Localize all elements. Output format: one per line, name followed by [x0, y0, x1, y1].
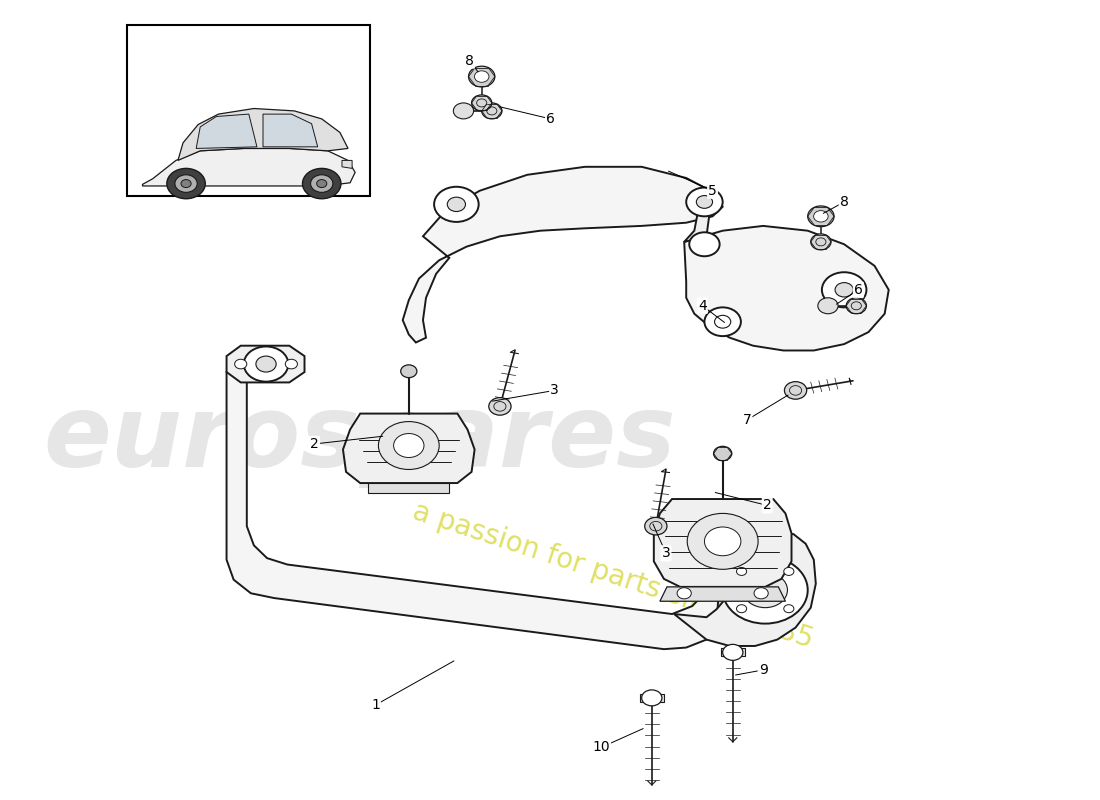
Polygon shape [263, 114, 318, 147]
Circle shape [811, 234, 830, 250]
Circle shape [317, 179, 327, 187]
Circle shape [784, 567, 794, 575]
Polygon shape [674, 532, 816, 646]
Text: 6: 6 [546, 112, 556, 126]
Text: 7: 7 [742, 413, 751, 427]
Circle shape [723, 557, 807, 624]
Circle shape [645, 518, 667, 535]
Circle shape [469, 66, 495, 87]
Polygon shape [403, 167, 723, 342]
Bar [128, 25, 371, 196]
Text: 3: 3 [550, 383, 559, 398]
Polygon shape [227, 346, 305, 382]
Circle shape [453, 103, 474, 119]
Circle shape [482, 103, 502, 119]
Polygon shape [653, 499, 792, 587]
Circle shape [822, 272, 867, 307]
Text: 3: 3 [661, 546, 670, 560]
Circle shape [182, 179, 191, 187]
Polygon shape [342, 161, 352, 169]
Circle shape [807, 206, 834, 226]
Circle shape [835, 282, 854, 297]
Circle shape [742, 573, 788, 608]
Circle shape [302, 169, 341, 198]
Text: 2: 2 [762, 498, 771, 513]
Circle shape [814, 210, 828, 222]
Circle shape [394, 434, 424, 458]
Circle shape [737, 567, 747, 575]
Circle shape [704, 307, 741, 336]
Circle shape [688, 514, 758, 570]
Polygon shape [368, 483, 449, 494]
Circle shape [690, 232, 719, 256]
Text: 6: 6 [854, 282, 862, 297]
Polygon shape [720, 648, 745, 656]
Circle shape [256, 356, 276, 372]
Circle shape [817, 298, 838, 314]
Polygon shape [684, 226, 889, 350]
Circle shape [686, 187, 723, 216]
Circle shape [678, 588, 691, 599]
Circle shape [784, 382, 806, 399]
Circle shape [474, 71, 488, 82]
Circle shape [846, 298, 867, 314]
Circle shape [310, 174, 333, 192]
Circle shape [234, 359, 246, 369]
Circle shape [175, 174, 197, 192]
Circle shape [448, 197, 465, 211]
Polygon shape [143, 149, 355, 186]
Text: 5: 5 [708, 184, 717, 198]
Circle shape [244, 346, 288, 382]
Circle shape [400, 365, 417, 378]
Polygon shape [343, 414, 474, 483]
Circle shape [434, 186, 478, 222]
Circle shape [755, 588, 768, 599]
Circle shape [704, 527, 741, 556]
Circle shape [488, 398, 512, 415]
Circle shape [723, 644, 743, 660]
Polygon shape [227, 372, 723, 649]
Polygon shape [178, 109, 348, 161]
Text: 10: 10 [593, 740, 611, 754]
Polygon shape [684, 188, 713, 242]
Circle shape [285, 359, 297, 369]
Text: 4: 4 [698, 298, 707, 313]
Text: 9: 9 [759, 663, 768, 677]
Circle shape [472, 95, 492, 111]
Polygon shape [660, 587, 785, 602]
Text: a passion for parts since 1985: a passion for parts since 1985 [409, 498, 817, 654]
Polygon shape [639, 694, 664, 702]
Circle shape [714, 446, 732, 461]
Circle shape [641, 690, 662, 706]
Text: 8: 8 [839, 195, 848, 209]
Circle shape [696, 195, 713, 208]
Text: eurospares: eurospares [44, 391, 676, 489]
Polygon shape [196, 114, 257, 149]
Circle shape [167, 169, 206, 198]
Text: 8: 8 [465, 54, 474, 67]
Text: 2: 2 [310, 437, 319, 451]
Circle shape [378, 422, 439, 470]
Text: 1: 1 [371, 698, 380, 712]
Circle shape [784, 605, 794, 613]
Circle shape [737, 605, 747, 613]
